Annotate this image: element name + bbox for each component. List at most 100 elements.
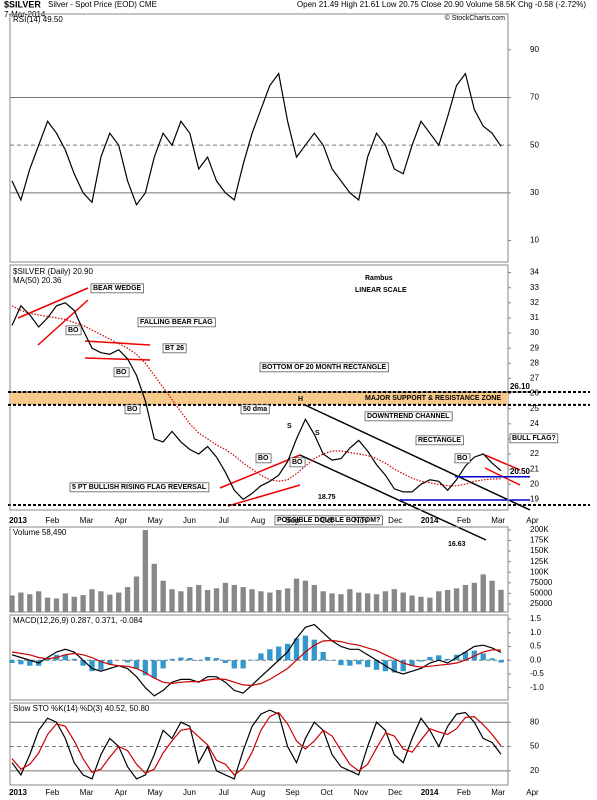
- x-tick-label: Sep: [285, 788, 300, 797]
- bar: [62, 654, 69, 661]
- bar: [427, 656, 433, 661]
- bar: [107, 660, 113, 665]
- bar: [27, 594, 33, 612]
- bar: [498, 589, 504, 612]
- bar: [320, 591, 326, 612]
- y-tick-label: -1.0: [530, 683, 544, 692]
- x-tick-label: 2013: [9, 516, 27, 525]
- bar: [498, 660, 504, 663]
- annotation: MAJOR SUPPORT & RESISTANCE ZONE: [365, 395, 501, 402]
- x-tick-label: Oct: [320, 788, 333, 797]
- y-tick-label: 28: [530, 358, 539, 367]
- x-tick-label: Apr: [115, 788, 128, 797]
- panel-title: RSI(14) 49.50: [13, 15, 63, 24]
- bar: [204, 590, 211, 612]
- annotation-box: [415, 435, 464, 446]
- annotation-box: [289, 457, 306, 468]
- bar: [338, 660, 344, 666]
- annotation: 18.75: [318, 494, 336, 501]
- annotation: BO: [292, 459, 303, 466]
- annotation-box: [113, 367, 130, 378]
- annotation: H: [298, 396, 303, 403]
- bar: [18, 660, 24, 665]
- y-tick-label: 33: [530, 283, 539, 292]
- bar: [124, 660, 131, 663]
- bar: [347, 660, 353, 666]
- series-line: [11, 709, 502, 780]
- bar: [427, 597, 433, 612]
- bar: [382, 591, 389, 612]
- bar: [89, 660, 95, 672]
- bar: [267, 592, 273, 612]
- bar: [169, 658, 175, 661]
- bar: [133, 576, 140, 612]
- x-tick-label: 2014: [421, 788, 439, 797]
- bar: [36, 591, 42, 612]
- bar: [480, 574, 486, 612]
- x-tick-label: Sep: [285, 516, 300, 525]
- bar: [160, 660, 166, 669]
- x-tick-label: Feb: [45, 516, 59, 525]
- bar: [44, 658, 51, 661]
- bar: [311, 639, 317, 661]
- annotation: S: [315, 430, 320, 437]
- annotation: Rambus: [365, 275, 393, 282]
- y-tick-label: 30: [530, 328, 539, 337]
- y-tick-label: 20: [530, 479, 539, 488]
- bar: [391, 589, 397, 612]
- y-tick-label: 32: [530, 298, 539, 307]
- bar: [356, 592, 362, 612]
- panel-frame: [9, 13, 509, 263]
- annotation-box: [69, 482, 210, 493]
- series-line: [11, 302, 502, 501]
- legend-entry: MA(50) 20.36: [13, 276, 62, 285]
- y-tick-label: 0.0: [530, 655, 542, 664]
- y-tick-label: 125K: [530, 557, 549, 566]
- annotation: S: [287, 423, 292, 430]
- series-line: [11, 639, 502, 687]
- trendline: [227, 484, 301, 507]
- annotation: BO: [68, 327, 79, 334]
- bar: [213, 588, 220, 612]
- bar: [364, 660, 371, 668]
- y-tick-label: 50: [530, 140, 539, 149]
- panel-title: Volume 58,490: [13, 528, 67, 537]
- bar: [409, 595, 415, 612]
- x-tick-label: Jul: [219, 788, 229, 797]
- x-tick-label: May: [148, 788, 163, 797]
- description: Silver - Spot Price (EOD) CME: [48, 0, 157, 9]
- annotation: BO: [457, 455, 468, 462]
- annotation: 50 dma: [243, 406, 267, 413]
- y-tick-label: 175K: [530, 536, 549, 545]
- bar: [293, 638, 300, 661]
- bar: [258, 653, 264, 661]
- series-line: [11, 623, 502, 697]
- y-tick-label: 1.0: [530, 628, 542, 637]
- x-tick-label: May: [148, 516, 163, 525]
- x-tick-label: Nov: [354, 516, 368, 525]
- annotation: BO: [116, 369, 127, 376]
- panel-frame: [9, 264, 509, 511]
- bar: [453, 588, 460, 612]
- annotation: BO: [127, 406, 138, 413]
- x-tick-label: Mar: [491, 788, 505, 797]
- trendline: [84, 340, 151, 346]
- bar: [80, 660, 86, 666]
- y-tick-label: 25000: [530, 599, 553, 608]
- annotation-box: [274, 515, 383, 526]
- x-tick-label: Feb: [45, 788, 59, 797]
- bar: [169, 589, 175, 612]
- level-label: 26.10: [510, 382, 531, 391]
- trendline: [219, 454, 301, 489]
- series-line: [11, 72, 502, 207]
- annotation-box: [162, 343, 187, 354]
- y-tick-label: -0.5: [530, 669, 544, 678]
- annotation-box: [240, 404, 270, 415]
- legend-entry: $SILVER (Daily) 20.90: [13, 267, 93, 276]
- symbol: $SILVER: [4, 0, 41, 9]
- bar: [107, 594, 113, 612]
- bar: [222, 660, 229, 663]
- bar: [98, 591, 104, 612]
- bar: [444, 590, 451, 612]
- bar: [418, 660, 424, 662]
